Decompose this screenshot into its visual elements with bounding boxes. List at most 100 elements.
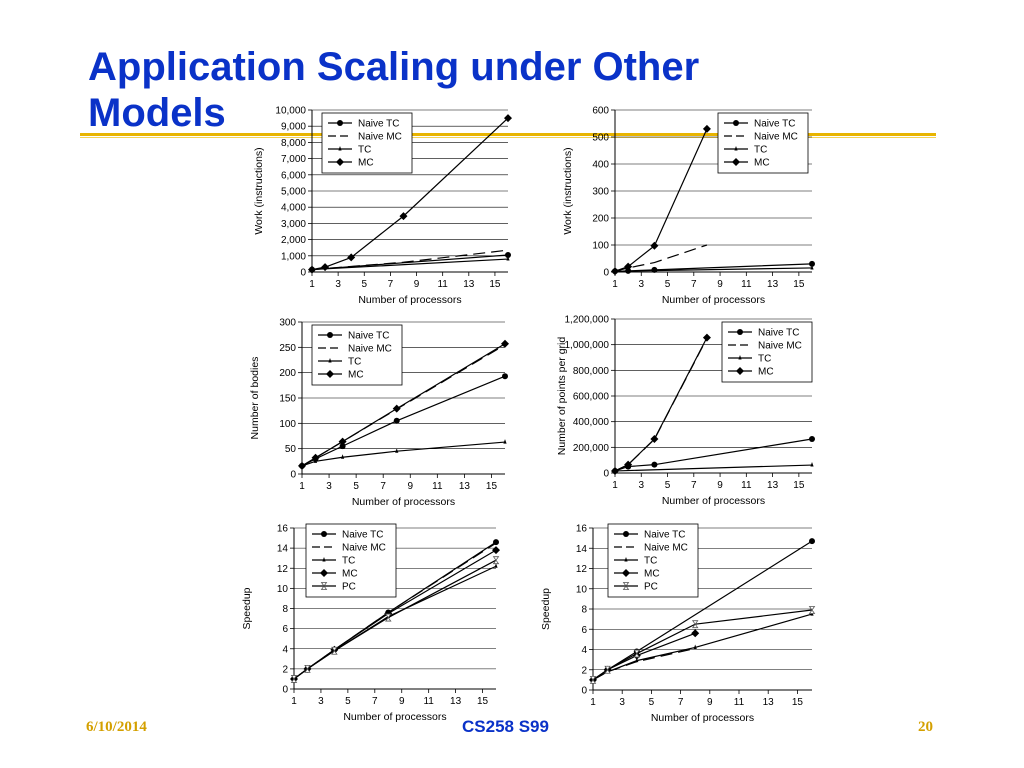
legend-marker-mc xyxy=(326,370,334,378)
data-point-mc xyxy=(308,265,316,274)
data-point-tc xyxy=(503,439,507,444)
series-mc xyxy=(308,114,512,274)
y-tick-label: 8 xyxy=(282,604,288,615)
y-tick-label: 10 xyxy=(576,584,588,595)
series-pc xyxy=(589,606,816,684)
x-tick-label: 9 xyxy=(414,279,420,290)
y-tick-label: 100 xyxy=(592,241,609,252)
legend-label-pc: PC xyxy=(342,582,356,593)
data-point-naive-tc xyxy=(502,373,508,380)
legend-label-mc: MC xyxy=(754,158,770,169)
legend-marker-naive-tc xyxy=(321,531,327,537)
x-tick-label: 13 xyxy=(763,697,775,708)
x-tick-label: 1 xyxy=(612,480,618,491)
x-tick-label: 7 xyxy=(372,696,378,707)
y-tick-label: 0 xyxy=(581,686,587,697)
y-tick-label: 0 xyxy=(282,685,288,696)
data-point-naive-tc xyxy=(651,461,658,468)
y-tick-label: 1,200,000 xyxy=(565,315,610,326)
data-point-mc xyxy=(650,241,659,250)
y-axis-label: Speedup xyxy=(540,588,552,630)
legend-label-naive-tc: Naive TC xyxy=(358,119,400,130)
legend-label-naive-mc: Naive MC xyxy=(342,543,386,554)
legend-marker-tc xyxy=(328,358,332,363)
data-point-naive-tc xyxy=(809,435,815,442)
title-underline xyxy=(80,133,936,136)
data-point-tc xyxy=(810,264,814,270)
x-tick-label: 15 xyxy=(486,481,498,492)
x-tick-label: 1 xyxy=(291,696,297,707)
data-point-tc xyxy=(506,256,510,261)
y-tick-label: 7,000 xyxy=(281,154,306,165)
series-line-tc xyxy=(311,258,509,271)
y-tick-label: 2 xyxy=(282,664,288,675)
x-tick-label: 9 xyxy=(407,481,413,492)
y-tick-label: 5,000 xyxy=(281,187,306,198)
legend-label-naive-mc: Naive MC xyxy=(754,132,798,143)
legend-label-tc: TC xyxy=(644,556,657,567)
data-point-mc xyxy=(702,124,711,133)
data-point-mc xyxy=(624,262,633,271)
x-tick-label: 13 xyxy=(459,481,471,492)
series-line-mc xyxy=(614,337,708,472)
data-point-pc xyxy=(691,620,699,629)
data-point-pc xyxy=(808,606,816,614)
data-point-naive-tc xyxy=(505,251,511,258)
data-point-mc xyxy=(624,460,633,469)
y-tick-label: 14 xyxy=(277,544,289,555)
y-tick-label: 9,000 xyxy=(281,122,306,133)
y-axis-label: Work (instructions) xyxy=(253,147,265,234)
footer-date: 6/10/2014 xyxy=(86,719,147,735)
y-axis-label: Speedup xyxy=(241,587,253,629)
x-tick-label: 5 xyxy=(665,279,671,290)
legend-marker-naive-tc xyxy=(733,120,739,126)
x-tick-label: 13 xyxy=(463,279,475,290)
data-point-pc xyxy=(492,556,500,565)
x-tick-label: 3 xyxy=(619,697,625,708)
y-tick-label: 16 xyxy=(277,524,289,535)
y-tick-label: 400,000 xyxy=(573,417,610,428)
series-mc xyxy=(589,629,700,684)
y-tick-label: 10 xyxy=(277,584,289,595)
x-tick-label: 5 xyxy=(345,696,351,707)
x-tick-label: 7 xyxy=(691,480,697,491)
data-point-mc xyxy=(492,546,500,555)
y-tick-label: 500 xyxy=(592,133,609,144)
x-tick-label: 13 xyxy=(450,696,462,707)
series-pc xyxy=(290,556,500,683)
title-underline-light xyxy=(80,137,936,138)
x-tick-label: 3 xyxy=(326,481,332,492)
slide-title: Application Scaling under Other Models xyxy=(88,45,700,135)
data-point-mc xyxy=(298,461,306,470)
y-tick-label: 1,000,000 xyxy=(565,340,610,351)
y-axis-label: Work (instructions) xyxy=(562,147,574,234)
x-tick-label: 7 xyxy=(380,481,386,492)
y-tick-label: 6 xyxy=(282,624,288,635)
legend-label-mc: MC xyxy=(342,569,358,580)
x-tick-label: 9 xyxy=(717,480,723,491)
data-point-mc xyxy=(504,114,512,123)
x-tick-label: 5 xyxy=(361,279,367,290)
data-point-tc xyxy=(341,454,345,459)
y-tick-label: 8 xyxy=(581,605,587,616)
data-point-tc xyxy=(395,448,399,453)
x-tick-label: 3 xyxy=(638,480,644,491)
x-tick-label: 11 xyxy=(437,279,448,290)
data-point-tc xyxy=(693,644,697,649)
footer-course: CS258 S99 xyxy=(462,717,549,736)
series-line-tc xyxy=(614,267,813,272)
legend-marker-pc xyxy=(320,582,328,590)
x-tick-label: 1 xyxy=(590,697,596,708)
data-point-mc xyxy=(691,629,700,638)
x-tick-label: 15 xyxy=(792,697,804,708)
data-point-tc xyxy=(810,462,814,467)
x-tick-label: 13 xyxy=(767,480,779,491)
legend-label-mc: MC xyxy=(358,158,374,169)
data-point-naive-tc xyxy=(651,266,658,273)
data-point-pc xyxy=(331,646,338,655)
x-axis-label: Number of processors xyxy=(662,294,765,306)
